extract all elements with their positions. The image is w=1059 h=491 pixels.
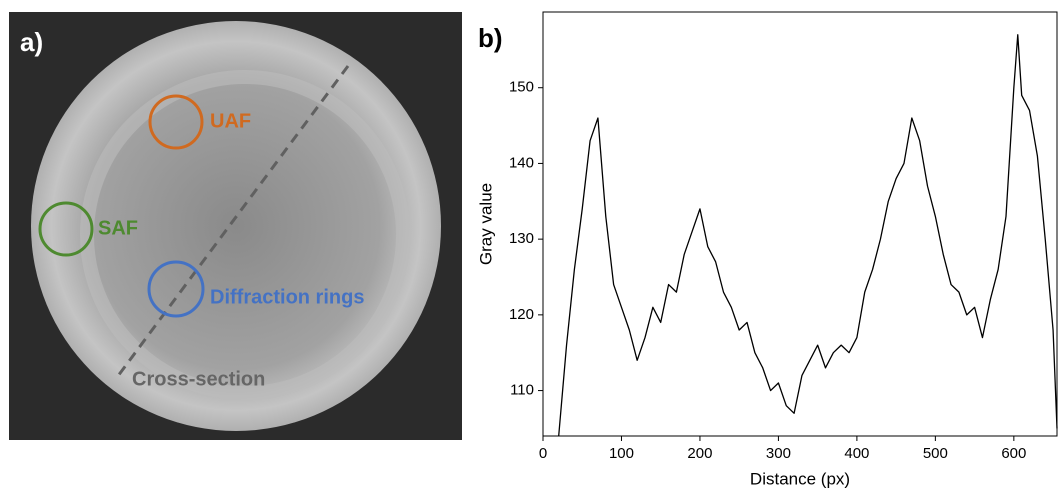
y-tick-label: 150	[509, 79, 534, 96]
x-tick-label: 500	[923, 445, 948, 462]
y-axis-label: Gray value	[476, 183, 495, 265]
image-panel: a) UAF SAF Diffraction rings Cross-secti…	[9, 12, 462, 440]
saf-circle	[38, 201, 94, 257]
annotation: Cross-section	[132, 368, 265, 390]
x-axis-label: Distance (px)	[750, 469, 850, 488]
y-tick-label: 120	[509, 306, 534, 323]
panel-label: a)	[20, 27, 43, 57]
data-line	[558, 34, 1058, 437]
x-tick-label: 0	[539, 445, 547, 462]
bright-ring	[80, 70, 410, 400]
x-tick-label: 600	[1001, 445, 1026, 462]
x-tick-label: 300	[766, 445, 791, 462]
plot-frame	[542, 11, 1058, 437]
cross-section-line	[113, 65, 350, 381]
uaf-circle	[148, 94, 204, 150]
x-tick-label: 200	[687, 445, 712, 462]
x-tick-label: 400	[844, 445, 869, 462]
annotation: SAF	[98, 217, 138, 239]
diffraction-circle	[147, 260, 205, 318]
x-tick-label: 100	[609, 445, 634, 462]
panel-label: b)	[478, 23, 503, 53]
y-tick-label: 130	[509, 230, 534, 247]
y-tick-label: 110	[510, 382, 534, 399]
annotation: Diffraction rings	[210, 286, 364, 308]
y-tick-label: 140	[509, 154, 534, 171]
annotation: UAF	[210, 110, 251, 132]
